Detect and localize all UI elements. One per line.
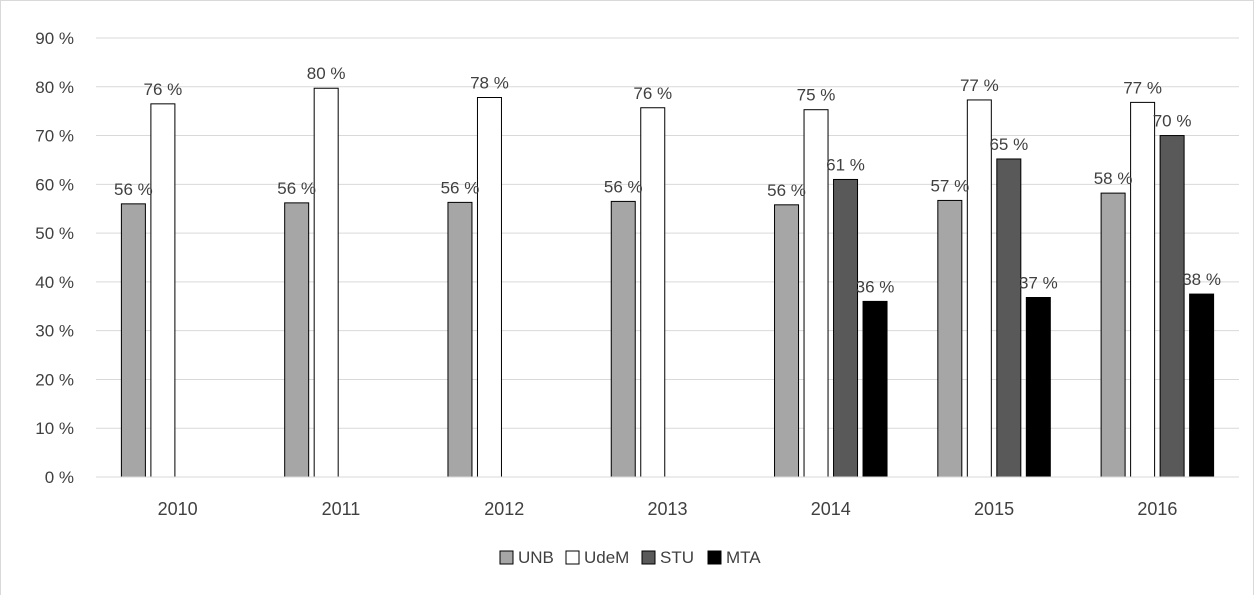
y-tick-label: 80 %	[35, 78, 74, 97]
bar-stu-2014	[833, 178, 859, 478]
bar-udem-2014	[803, 109, 829, 478]
legend-swatch-udem	[565, 550, 580, 565]
data-label: 77 %	[960, 76, 999, 95]
x-tick-label: 2012	[484, 499, 524, 519]
data-label: 75 %	[797, 86, 836, 105]
bar-udem-2013	[640, 107, 666, 478]
y-axis-tick-labels: 0 % 10 % 20 % 30 % 40 % 50 % 60 % 70 % 80 % 90 %	[35, 29, 74, 487]
bar-unb-2012	[447, 201, 473, 478]
x-tick-label: 2011	[322, 499, 361, 519]
y-tick-label: 70 %	[35, 127, 74, 146]
data-label: 80 %	[307, 64, 346, 83]
legend-label-stu: STU	[660, 548, 694, 567]
bar-udem-2011	[313, 87, 339, 478]
legend: UNB UdeM STU MTA	[499, 548, 761, 567]
bar-udem-2015	[966, 99, 992, 478]
data-label: 70 %	[1153, 112, 1192, 131]
bar-unb-2010	[120, 203, 146, 478]
data-label: 61 %	[826, 155, 865, 174]
legend-swatch-unb	[499, 550, 514, 565]
data-label: 77 %	[1123, 78, 1162, 97]
bar-unb-2015	[937, 199, 963, 478]
y-tick-label: 50 %	[35, 224, 74, 243]
bar-mta-2015	[1025, 296, 1051, 478]
bar-udem-2016	[1130, 101, 1156, 478]
x-tick-label: 2014	[811, 499, 851, 519]
x-tick-label: 2015	[974, 499, 1014, 519]
data-label: 57 %	[930, 176, 969, 195]
y-tick-label: 0 %	[45, 468, 74, 487]
y-tick-label: 30 %	[35, 322, 74, 341]
bar-unb-2011	[284, 202, 310, 478]
bar-stu-2016	[1159, 135, 1185, 478]
data-label: 38 %	[1182, 270, 1221, 289]
bar-unb-2014	[774, 204, 800, 478]
bar-unb-2013	[610, 200, 636, 478]
data-label: 56 %	[604, 177, 643, 196]
data-labels: 56 % 56 % 56 % 56 % 56 % 57 % 58 % 76 % 80 % 78 %…	[114, 64, 1221, 296]
y-tick-label: 20 %	[35, 370, 74, 389]
y-tick-label: 60 %	[35, 175, 74, 194]
y-tick-label: 10 %	[35, 419, 74, 438]
data-label: 56 %	[441, 178, 480, 197]
data-label: 36 %	[856, 277, 895, 296]
legend-label-mta: MTA	[726, 548, 761, 567]
data-label: 76 %	[144, 80, 183, 99]
bars	[120, 87, 1215, 478]
x-tick-label: 2010	[158, 499, 198, 519]
data-label: 65 %	[989, 135, 1028, 154]
bar-stu-2015	[996, 158, 1022, 478]
y-tick-label: 90 %	[35, 29, 74, 48]
data-label: 76 %	[633, 84, 672, 103]
data-label: 58 %	[1094, 169, 1133, 188]
bar-mta-2016	[1189, 293, 1215, 478]
data-label: 56 %	[277, 179, 316, 198]
bar-udem-2012	[476, 97, 502, 478]
legend-label-unb: UNB	[518, 548, 554, 567]
data-label: 37 %	[1019, 273, 1058, 292]
x-tick-label: 2016	[1137, 499, 1177, 519]
legend-label-udem: UdeM	[584, 548, 629, 567]
x-tick-label: 2013	[647, 499, 687, 519]
bar-mta-2014	[862, 300, 888, 478]
bar-unb-2016	[1100, 192, 1126, 478]
data-label: 56 %	[767, 181, 806, 200]
x-axis-tick-labels: 2010 2011 2012 2013 2014 2015 2016	[158, 499, 1178, 519]
y-tick-label: 40 %	[35, 273, 74, 292]
legend-swatch-stu	[641, 550, 656, 565]
bar-udem-2010	[150, 103, 176, 478]
data-label: 78 %	[470, 74, 509, 93]
data-label: 56 %	[114, 180, 153, 199]
legend-swatch-mta	[707, 550, 722, 565]
